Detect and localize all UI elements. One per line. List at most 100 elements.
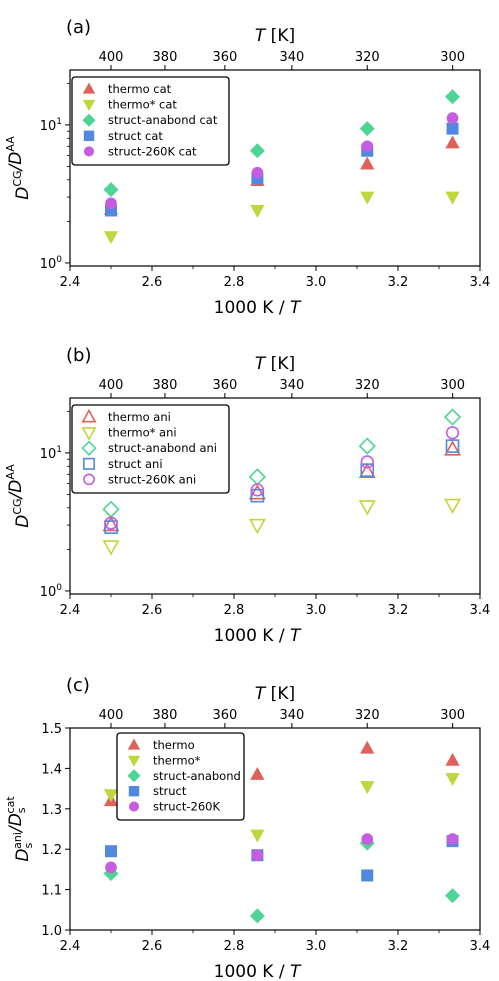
data-point <box>102 540 120 556</box>
series-thermo-ani <box>102 440 462 532</box>
top-tick-label: 380 <box>153 378 178 393</box>
data-point <box>445 439 460 453</box>
top-tick-label: 320 <box>355 708 380 723</box>
data-point <box>250 766 265 780</box>
x-tick-label: 2.8 <box>224 275 245 290</box>
legend-label: struct-anabond ani <box>108 441 217 455</box>
legend-marker <box>127 738 141 750</box>
panel-label: (b) <box>66 345 91 366</box>
top-tick-label: 400 <box>99 378 124 393</box>
data-point <box>445 426 460 440</box>
data-point <box>361 140 374 153</box>
y-axis-label: DCG/DAA <box>4 136 33 200</box>
data-point <box>358 462 376 478</box>
x-tick-label: 3.2 <box>388 939 409 954</box>
x-tick-label: 2.6 <box>142 603 163 618</box>
legend-marker <box>128 801 140 812</box>
x-tick-label: 2.4 <box>60 603 81 618</box>
x-tick-label: 3.0 <box>306 603 327 618</box>
series-thermo-cat <box>103 191 460 245</box>
data-point <box>361 833 374 845</box>
data-point <box>251 849 264 862</box>
legend-label: struct cat <box>108 129 163 143</box>
series-thermo-ani <box>102 498 462 556</box>
top-axis-label: T [K] <box>255 354 295 374</box>
data-point <box>102 515 120 532</box>
y-tick-label: 1.4 <box>41 762 62 777</box>
data-point <box>103 789 119 803</box>
data-point <box>250 483 265 497</box>
panel-c: (c) 2.4 2.6 2.8 3.0 3.2 3.4 400 380 360 340 320 300 T… <box>4 675 490 981</box>
top-tick-label: 300 <box>440 50 465 65</box>
x-tick-label: 3.4 <box>470 939 491 954</box>
series-struct-ani <box>104 439 460 534</box>
data-point <box>103 231 119 245</box>
top-tick-label: 400 <box>99 50 124 65</box>
data-point <box>249 143 265 159</box>
legend-label: struct <box>153 784 187 798</box>
data-point <box>360 191 375 205</box>
top-tick-label: 360 <box>212 50 237 65</box>
x-tick-label: 3.4 <box>470 275 491 290</box>
series-struct-260k-cat <box>105 112 459 210</box>
legend-marker <box>83 130 95 141</box>
legend-label: struct ani <box>108 457 163 471</box>
legend-marker <box>127 769 141 783</box>
data-point <box>103 182 119 198</box>
legend-box <box>116 732 245 821</box>
x-tick-label: 2.6 <box>142 939 163 954</box>
data-point <box>445 888 461 904</box>
top-tick-label: 400 <box>99 708 124 723</box>
x-axis-label: 1000 K / T <box>214 298 302 318</box>
panel-a: (a) 2.4 2.6 2.8 3.0 3.2 3.4 400 380 360 340 320 300 T… <box>4 17 490 318</box>
panel-label: (a) <box>66 17 91 38</box>
x-tick-label: 2.6 <box>142 275 163 290</box>
data-point <box>105 845 117 858</box>
y-axis-label: Dsani/Dscat <box>4 796 35 862</box>
data-point <box>360 781 375 795</box>
series-struct-260k <box>105 833 459 874</box>
x-tick-label: 3.4 <box>470 603 491 618</box>
legend-box <box>71 404 230 494</box>
data-point <box>445 89 461 105</box>
data-point <box>443 408 462 426</box>
y-axis-label-group: Dsani/Dscat <box>4 796 35 862</box>
data-point <box>251 166 264 179</box>
top-tick-label: 380 <box>153 708 178 723</box>
top-axis-label: T [K] <box>255 26 295 46</box>
series-struct-260k-ani <box>104 426 460 530</box>
x-tick-label: 3.2 <box>388 275 409 290</box>
data-point <box>105 861 117 874</box>
y-tick-label: 1.2 <box>41 843 62 858</box>
series-struct-anabond-cat <box>103 89 461 198</box>
data-point <box>248 484 266 500</box>
y-tick-label: 100 <box>40 583 63 600</box>
top-tick-label: 320 <box>355 50 380 65</box>
data-point <box>446 833 459 845</box>
data-point <box>444 440 462 456</box>
x-tick-label: 3.0 <box>306 939 327 954</box>
legend-marker <box>81 427 97 441</box>
legend-box <box>71 76 230 166</box>
data-point <box>446 122 459 135</box>
legend-marker <box>128 786 140 797</box>
y-tick-label: 1.0 <box>41 924 62 939</box>
data-point <box>104 520 118 534</box>
legend-marker <box>83 146 95 157</box>
legend-label: struct-260K ani <box>108 472 196 486</box>
y-axis-label: DCG/DAA <box>4 464 33 528</box>
legend-label: thermo ani <box>108 410 171 424</box>
y-tick-label: 101 <box>40 445 62 462</box>
legend-label: struct-260K cat <box>108 144 197 158</box>
legend-marker <box>81 440 97 456</box>
legend-label: struct-anabond <box>153 769 241 783</box>
data-point <box>250 205 265 218</box>
legend-label: thermo cat <box>108 82 172 96</box>
data-point <box>444 498 462 515</box>
y-axis-label-group: DCG/DAA <box>4 464 33 528</box>
legend-marker <box>83 473 95 486</box>
legend-marker <box>82 113 96 127</box>
series-struct-anabond <box>103 835 461 924</box>
